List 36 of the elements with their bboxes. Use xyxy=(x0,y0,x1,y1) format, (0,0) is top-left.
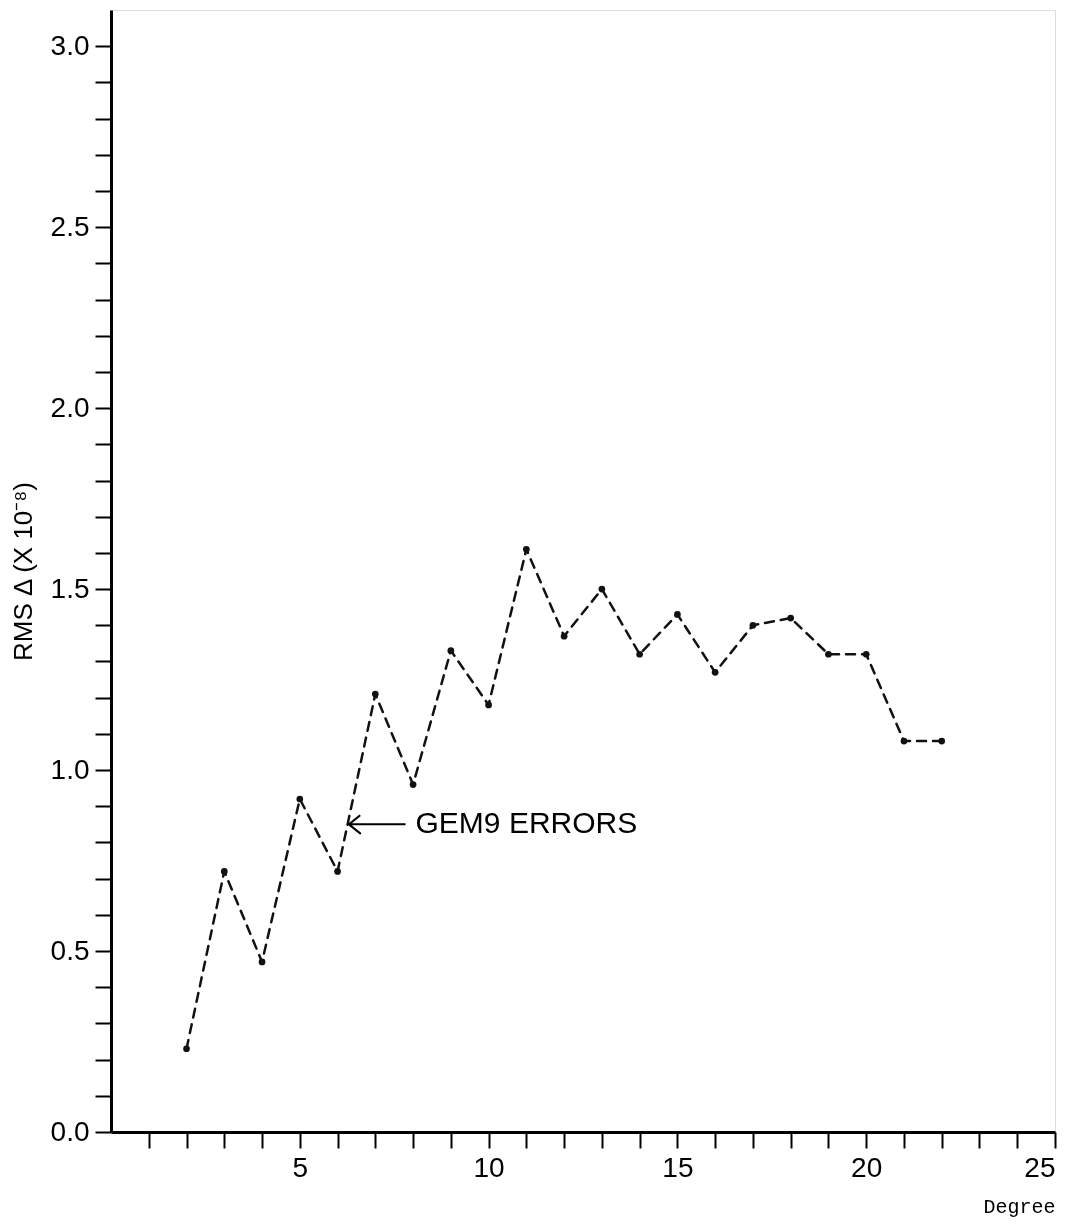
point xyxy=(636,650,643,658)
point xyxy=(560,632,568,640)
point xyxy=(296,795,304,803)
point xyxy=(258,958,266,966)
y-tick-label: 0.5 xyxy=(50,934,90,966)
x-tick-label: 5 xyxy=(292,1151,309,1183)
point xyxy=(938,737,946,745)
point xyxy=(334,868,341,875)
point xyxy=(523,545,530,553)
annotation: GEM9 ERRORS xyxy=(415,806,638,840)
x-axis-title: Degree xyxy=(983,1195,1056,1219)
point xyxy=(409,781,417,788)
point xyxy=(825,650,832,658)
y-tick-label: 0.0 xyxy=(50,1115,90,1147)
point xyxy=(485,701,492,709)
point xyxy=(371,690,379,698)
point xyxy=(598,585,606,593)
y-tick-label: 2.0 xyxy=(50,391,90,423)
y-tick-label: 1.0 xyxy=(50,753,90,785)
x-tick-label: 15 xyxy=(662,1151,694,1183)
x-tick-label: 25 xyxy=(1024,1151,1056,1183)
point xyxy=(749,621,757,629)
point xyxy=(183,1045,190,1053)
y-axis-title: RMS Δ (X 10⁻⁸) xyxy=(7,482,38,661)
point xyxy=(674,611,681,618)
point xyxy=(220,868,228,875)
y-tick-label: 3.0 xyxy=(50,29,90,61)
y-tick-label: 1.5 xyxy=(50,572,90,604)
point xyxy=(900,737,908,745)
point xyxy=(787,614,795,622)
point xyxy=(862,650,870,658)
point xyxy=(711,668,719,676)
point xyxy=(447,647,455,654)
x-tick-label: 20 xyxy=(851,1151,883,1183)
y-tick-label: 2.5 xyxy=(50,210,90,242)
x-tick-label: 10 xyxy=(473,1151,505,1183)
